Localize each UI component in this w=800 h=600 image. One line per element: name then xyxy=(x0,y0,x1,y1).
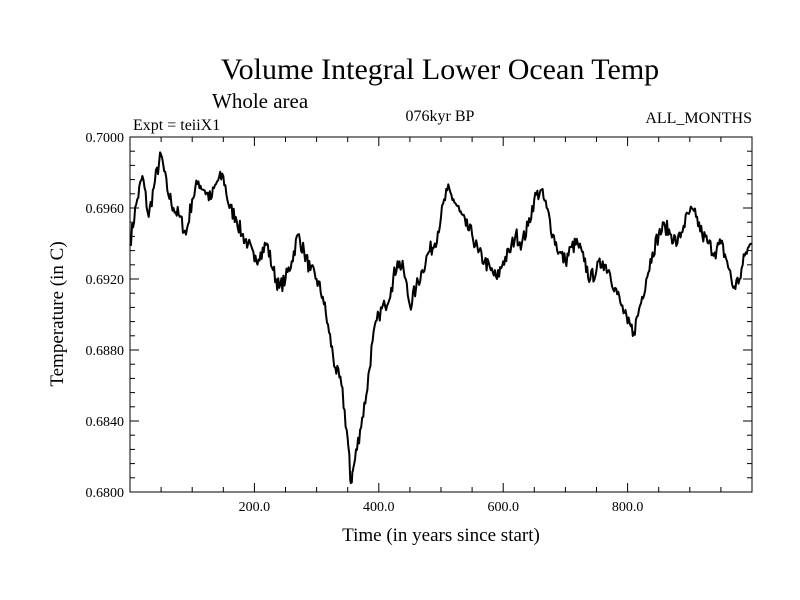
x-tick-label: 800.0 xyxy=(612,500,644,515)
y-tick-label: 0.6960 xyxy=(86,202,125,217)
months-label: ALL_MONTHS xyxy=(645,110,752,127)
x-tick-label: 400.0 xyxy=(363,500,395,515)
x-tick-label: 600.0 xyxy=(487,500,519,515)
y-axis-tick-labels: 0.6800 0.6840 0.6880 0.6920 0.6960 0.7000 xyxy=(86,131,125,501)
y-tick-label: 0.6920 xyxy=(86,273,125,288)
plot-area xyxy=(129,136,753,493)
y-tick-label: 0.6840 xyxy=(86,415,125,430)
chart-title: Volume Integral Lower Ocean Temp xyxy=(221,53,659,86)
y-tick-label: 0.6880 xyxy=(86,344,125,359)
x-axis-label: Time (in years since start) xyxy=(342,525,540,546)
axis-ticks xyxy=(130,137,752,492)
chart-subtitle: Whole area xyxy=(212,89,309,113)
x-tick-label: 200.0 xyxy=(239,500,271,515)
x-axis-tick-labels: 200.0 400.0 600.0 800.0 xyxy=(239,500,644,515)
period-label: 076kyr BP xyxy=(406,108,475,125)
y-tick-label: 0.7000 xyxy=(86,131,125,146)
experiment-label: Expt = teiiX1 xyxy=(133,117,220,134)
temperature-series-line xyxy=(129,151,753,485)
y-tick-label: 0.6800 xyxy=(86,486,125,501)
y-axis-label: Temperature (in C) xyxy=(47,241,68,386)
